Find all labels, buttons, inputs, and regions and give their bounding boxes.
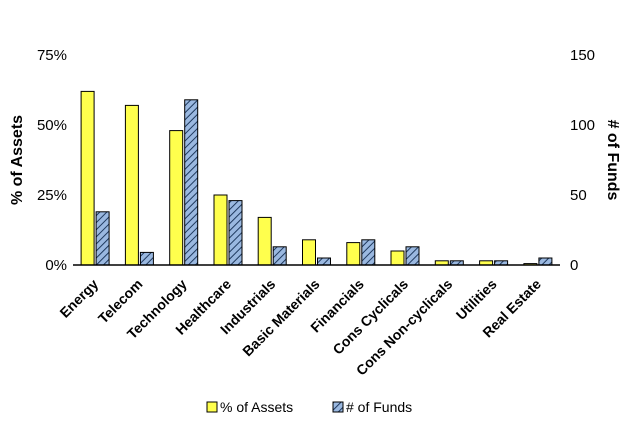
bar-funds-2 [184,99,199,266]
legend-swatch-funds [332,401,344,413]
right-axis-title: # of Funds [604,120,621,201]
bar-assets-5 [302,239,316,266]
bar-funds-1 [139,251,154,266]
left-tick-label-2: 50% [37,117,67,134]
right-tick-label-1: 50 [570,187,587,204]
bar-assets-7 [390,250,405,266]
category-label-5: Basic Materials [239,276,323,360]
bar-funds-0 [95,211,110,266]
bar-funds-6 [361,239,376,266]
bar-funds-7 [405,246,420,266]
left-axis-title: % of Assets [9,115,26,205]
legend-swatch-assets [206,401,218,413]
bar-funds-4 [272,246,287,266]
right-tick-label-2: 100 [570,117,595,134]
bar-assets-2 [169,130,184,266]
bar-funds-3 [228,200,243,266]
legend-label-funds: # of Funds [346,399,412,415]
legend: % of Assets # of Funds [206,399,412,415]
left-tick-label-0: 0% [45,257,67,274]
category-label-7: Cons Cyclicals [329,276,411,358]
left-tick-label-1: 25% [37,187,67,204]
category-label-0: Energy [56,276,101,321]
bar-funds-5 [317,257,331,266]
left-tick-label-3: 75% [37,47,67,64]
right-tick-label-3: 150 [570,47,595,64]
legend-label-assets: % of Assets [220,399,293,415]
bar-assets-3 [213,194,228,266]
plot-area: EnergyTelecomTechnologyHealthcareIndustr… [37,47,595,378]
bar-assets-0 [80,90,95,266]
bar-funds-10 [538,257,553,266]
right-tick-label-0: 0 [570,257,578,274]
bar-assets-6 [346,242,361,266]
bar-assets-1 [124,104,139,266]
bar-assets-4 [257,216,272,266]
